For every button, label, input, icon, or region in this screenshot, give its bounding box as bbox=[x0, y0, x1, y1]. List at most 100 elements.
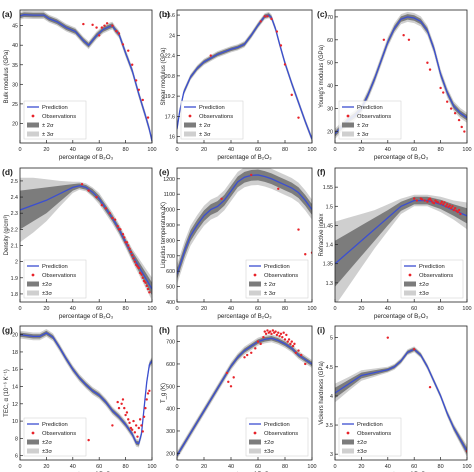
y-tick-label: 1.35 bbox=[323, 262, 333, 268]
y-tick-label: 2.4 bbox=[11, 195, 18, 201]
y-tick-label: 900 bbox=[166, 223, 175, 229]
observation-point bbox=[268, 330, 272, 333]
x-tick-label: 20 bbox=[201, 306, 207, 312]
y-tick-label: 14 bbox=[12, 385, 18, 391]
observation-point bbox=[259, 342, 262, 346]
legend-observation-swatch bbox=[346, 431, 350, 435]
x-tick-label: 0 bbox=[333, 464, 336, 470]
x-tick-label: 100 bbox=[147, 147, 156, 153]
observation-point bbox=[275, 30, 279, 33]
x-tick-label: 100 bbox=[462, 147, 471, 153]
x-tick-label: 80 bbox=[438, 464, 444, 470]
y-tick-label: 6 bbox=[15, 454, 18, 460]
y-tick-label: 1200 bbox=[163, 177, 175, 183]
legend-entry: Prediction bbox=[264, 264, 290, 270]
y-tick-label: 4.5 bbox=[326, 365, 333, 371]
observation-point bbox=[413, 348, 416, 351]
y-tick-label: 4 bbox=[330, 394, 333, 400]
observation-point bbox=[131, 63, 134, 66]
observation-point bbox=[407, 38, 411, 42]
panel-label: (d) bbox=[2, 167, 13, 177]
legend-3sigma-swatch bbox=[27, 131, 39, 137]
legend: Prediction Observations ± 2σ ± 3σ bbox=[23, 100, 87, 140]
legend-entry: ±2σ bbox=[264, 440, 274, 446]
observation-point bbox=[420, 198, 424, 201]
y-tick-label: 800 bbox=[166, 238, 175, 244]
x-tick-label: 80 bbox=[123, 306, 129, 312]
observation-point bbox=[271, 329, 275, 332]
observation-point bbox=[386, 336, 389, 339]
observation-point bbox=[449, 107, 453, 110]
observation-point bbox=[440, 200, 444, 203]
x-tick-label: 40 bbox=[385, 147, 391, 153]
observation-point bbox=[456, 210, 459, 214]
legend-entry: Prediction bbox=[42, 105, 68, 111]
legend: Prediction Observations ±2σ ±3σ bbox=[245, 417, 309, 457]
x-tick-label: 20 bbox=[358, 464, 364, 470]
legend-entry: Observations bbox=[357, 114, 391, 120]
observation-point bbox=[121, 398, 125, 401]
observation-point bbox=[453, 111, 457, 115]
observation-point bbox=[430, 199, 433, 202]
legend-observation-swatch bbox=[31, 273, 35, 277]
prediction-line bbox=[20, 332, 152, 445]
legend-observation-swatch bbox=[31, 431, 35, 435]
x-tick-label: 40 bbox=[70, 306, 76, 312]
observation-point bbox=[463, 130, 466, 133]
panel-b: 0 20 40 60 80 100 16 17.6 19.2 20.8 22.4 24 25.6 perc… bbox=[159, 9, 317, 161]
observation-point bbox=[259, 20, 262, 23]
y-tick-label: 1.55 bbox=[323, 185, 333, 191]
panel-label: (c) bbox=[317, 9, 328, 19]
observation-point bbox=[220, 197, 223, 200]
y-tick-label: 2.1 bbox=[11, 243, 18, 249]
y-tick-label: 22.4 bbox=[165, 54, 175, 60]
observation-point bbox=[250, 351, 253, 354]
observation-point bbox=[297, 349, 300, 352]
observation-point bbox=[256, 340, 260, 343]
legend: Prediction Observations ± 2σ ± 3σ bbox=[180, 100, 244, 140]
observation-point bbox=[293, 342, 296, 346]
legend-2sigma-swatch bbox=[27, 281, 39, 287]
legend-entry: Prediction bbox=[42, 422, 68, 428]
observation-point bbox=[263, 15, 266, 18]
observation-point bbox=[82, 22, 85, 26]
x-tick-label: 60 bbox=[96, 306, 102, 312]
observation-point bbox=[120, 402, 123, 406]
observation-point bbox=[449, 207, 453, 210]
y-tick-label: 40 bbox=[12, 43, 18, 49]
band-3sigma bbox=[20, 177, 152, 301]
legend-entry: ± 2σ bbox=[357, 123, 369, 129]
observation-point bbox=[115, 29, 118, 33]
legend-3sigma-swatch bbox=[184, 131, 196, 137]
observation-point bbox=[413, 197, 416, 200]
observation-point bbox=[432, 202, 436, 205]
y-tick-label: 200 bbox=[166, 451, 175, 457]
x-tick-label: 40 bbox=[385, 306, 391, 312]
y-tick-label: 1100 bbox=[164, 192, 175, 198]
band-2sigma bbox=[335, 196, 467, 287]
legend-2sigma-swatch bbox=[249, 439, 261, 445]
plot-frame bbox=[176, 167, 313, 303]
y-tick-label: 2.2 bbox=[11, 227, 18, 233]
observation-point bbox=[121, 43, 125, 46]
observation-point bbox=[127, 418, 130, 421]
observation-point bbox=[225, 371, 229, 375]
y-tick-label: 600 bbox=[166, 362, 175, 368]
x-axis-label: percentage of B₂O₃ bbox=[59, 313, 114, 320]
x-tick-label: 20 bbox=[201, 464, 207, 470]
x-tick-label: 80 bbox=[123, 147, 129, 153]
observations bbox=[413, 197, 462, 216]
y-tick-label: 1.8 bbox=[11, 292, 18, 298]
legend: Prediction Observations ±2σ ±3σ bbox=[23, 417, 87, 457]
band-2sigma bbox=[20, 183, 152, 296]
legend-entry: ±3σ bbox=[42, 291, 52, 297]
legend-entry: ±2σ bbox=[42, 440, 52, 446]
x-tick-label: 60 bbox=[411, 464, 417, 470]
observation-point bbox=[457, 118, 461, 122]
observation-point bbox=[279, 332, 283, 336]
y-tick-label: 70 bbox=[327, 15, 333, 21]
y-axis-label: Liquidus temperature (K) bbox=[161, 202, 167, 268]
legend-entry: ±2σ bbox=[419, 282, 429, 288]
observations bbox=[87, 389, 151, 442]
x-tick-label: 20 bbox=[358, 147, 364, 153]
